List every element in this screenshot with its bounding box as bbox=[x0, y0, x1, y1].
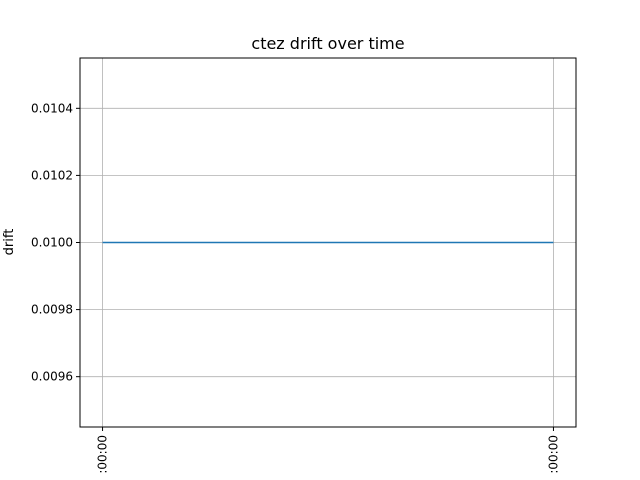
chart-title: ctez drift over time bbox=[251, 34, 404, 53]
y-tick-label: 0.0098 bbox=[31, 303, 73, 317]
x-tick-label: :00:00 bbox=[96, 435, 110, 474]
x-tick-label: :00:00 bbox=[546, 435, 560, 474]
y-axis-label: drift bbox=[2, 229, 17, 256]
x-axis-ticks: :00:00 :00:00 bbox=[96, 427, 560, 474]
y-tick-label: 0.0096 bbox=[31, 370, 73, 384]
y-tick-label: 0.0100 bbox=[31, 236, 73, 250]
y-tick-label: 0.0102 bbox=[31, 168, 73, 182]
y-tick-label: 0.0104 bbox=[31, 101, 73, 115]
y-axis-ticks: 0.0096 0.0098 0.0100 0.0102 0.0104 bbox=[31, 101, 80, 384]
